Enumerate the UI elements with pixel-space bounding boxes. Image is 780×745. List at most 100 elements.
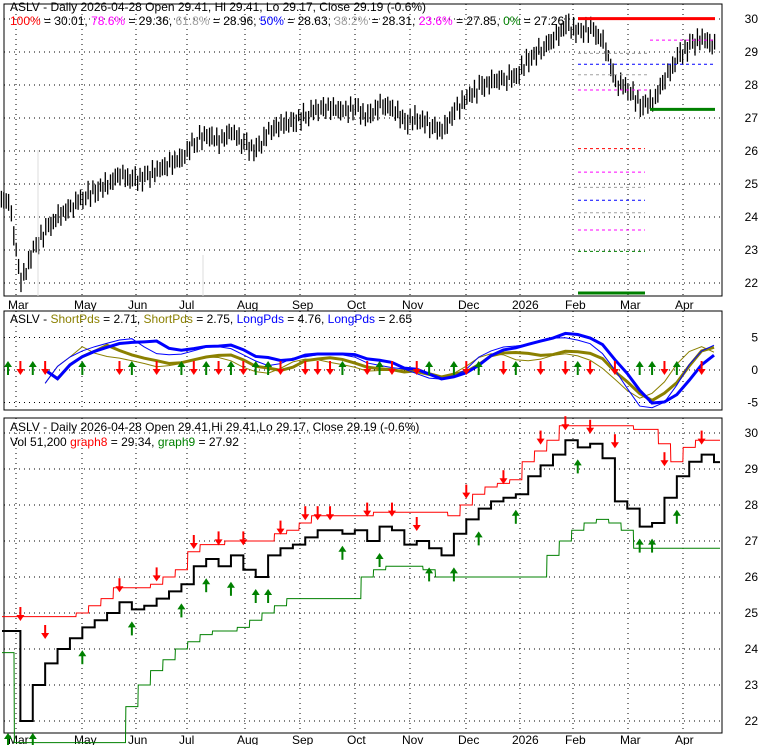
- sell-arrow-icon: [152, 369, 161, 375]
- buy-arrow-icon: [648, 538, 657, 545]
- sell-arrow-icon: [387, 369, 396, 375]
- sell-arrow-icon: [16, 615, 25, 621]
- sell-arrow-icon: [586, 427, 595, 434]
- sell-arrow-icon: [214, 369, 223, 375]
- sell-arrow-icon: [189, 369, 198, 375]
- axis-tick-label: 26: [745, 570, 759, 584]
- buy-arrow-icon: [474, 531, 483, 538]
- sell-arrow-icon: [41, 369, 50, 375]
- buy-arrow-icon: [127, 621, 136, 628]
- fib-label: 38.2%: [334, 14, 368, 28]
- buy-arrow-icon: [338, 545, 347, 552]
- buy-arrow-icon: [375, 553, 384, 559]
- buy-arrow-icon: [511, 361, 520, 367]
- sell-arrow-icon: [214, 539, 223, 546]
- trailing-stop-panel: 30 29 28 27 26 25 24 23 22 Mar May Jun Jul Aug Sep Oct N…: [2, 416, 758, 745]
- panel-frame: [3, 3, 723, 297]
- sell-arrow-icon: [239, 539, 248, 546]
- sell-arrow-icon: [326, 369, 335, 375]
- buy-arrow-icon: [474, 361, 483, 367]
- sell-arrow-icon: [41, 633, 50, 639]
- fib-value: = 29.36,: [125, 14, 175, 28]
- sell-arrow-icon: [660, 369, 669, 375]
- axis-tick-label: 29: [745, 462, 759, 476]
- month-label: Nov: [402, 733, 423, 745]
- indicator-label: LongPds: [237, 312, 284, 326]
- fib-value: = 28.96,: [210, 14, 260, 28]
- month-label: Mar: [620, 733, 641, 745]
- buy-arrow-icon: [177, 603, 186, 610]
- axis-tick-label: 5: [751, 331, 758, 345]
- month-label: Jun: [128, 733, 147, 745]
- close-step-line: [2, 439, 720, 722]
- sell-arrow-icon: [462, 492, 471, 499]
- sell-arrow-icon: [115, 586, 124, 593]
- buy-arrow-icon: [4, 733, 12, 739]
- axis-tick-label: 27: [745, 534, 759, 548]
- month-label: May: [74, 733, 97, 745]
- buy-arrow-icon: [28, 361, 37, 367]
- month-label: 2026: [512, 298, 539, 312]
- axis-tick-label: 25: [745, 177, 759, 191]
- buy-arrow-icon: [672, 361, 681, 367]
- buy-arrow-icon: [672, 509, 681, 516]
- buy-arrow-icon: [449, 567, 458, 574]
- month-label: Aug: [237, 298, 258, 312]
- indicator-label: LongPds: [328, 312, 375, 326]
- buy-arrow-icon: [202, 578, 211, 585]
- panel1-title: ASLV - Daily 2026-04-28 Open 29.41, Hi 2…: [10, 0, 426, 14]
- buy-arrow-icon: [264, 589, 273, 595]
- buy-arrow-icon: [338, 361, 347, 367]
- sell-arrow-icon: [276, 528, 285, 535]
- month-label: Oct: [347, 733, 366, 745]
- panel3-title: ASLV - Daily 2026-04-28 Open 29.41,Hi 29…: [10, 420, 419, 434]
- axis-tick-label: 24: [745, 642, 759, 656]
- fib-value: = 30.01,: [41, 14, 91, 28]
- buy-arrow-icon: [226, 361, 235, 367]
- month-label: Mar: [620, 298, 641, 312]
- sell-arrow-icon: [387, 510, 396, 517]
- month-label: Jul: [179, 298, 194, 312]
- legend-prefix: ASLV -: [10, 312, 50, 326]
- fib-label: 50%: [260, 14, 284, 28]
- panel-frame: [3, 310, 723, 411]
- sell-arrow-icon: [412, 369, 421, 375]
- sell-arrow-icon: [412, 525, 421, 531]
- fib-legend: 100% = 30.01, 78.6% = 29.36, 61.8% = 28.…: [10, 14, 564, 28]
- indicator-panel: 5 0 -5: [3, 310, 758, 411]
- month-label: Mar: [8, 298, 29, 312]
- fib-label: 23.6%: [419, 14, 453, 28]
- sell-arrow-icon: [697, 369, 706, 375]
- fib-label: 0%: [503, 14, 521, 28]
- graph8-line: [2, 425, 720, 618]
- month-label: Apr: [675, 733, 694, 745]
- buy-arrow-icon: [251, 589, 260, 595]
- month-label: 2026: [512, 733, 539, 745]
- indicator-legend: ASLV - ShortPds = 2.71, ShortPds = 2.75,…: [10, 312, 412, 326]
- buy-arrow-icon: [4, 361, 12, 367]
- month-label: Sep: [292, 733, 314, 745]
- buy-arrow-icon: [177, 361, 186, 367]
- sell-arrow-icon: [610, 442, 619, 449]
- sell-arrow-icon: [499, 369, 508, 375]
- axis-tick-label: 23: [745, 678, 759, 692]
- month-label: Aug: [237, 733, 258, 745]
- sell-arrow-icon: [326, 514, 335, 521]
- buy-arrow-icon: [425, 361, 434, 367]
- axis-tick-label: 24: [745, 210, 759, 224]
- buy-arrow-icon: [511, 509, 520, 516]
- buy-arrow-icon: [226, 581, 235, 588]
- sell-arrow-icon: [697, 438, 706, 445]
- sell-arrow-icon: [16, 369, 25, 375]
- buy-arrow-icon: [648, 361, 657, 367]
- buy-arrow-icon: [264, 361, 273, 367]
- buy-arrow-icon: [127, 361, 136, 367]
- sell-arrow-icon: [152, 575, 161, 582]
- sell-arrow-icon: [189, 543, 198, 549]
- fib-value: = 28.31,: [368, 14, 418, 28]
- indicator-value: = 2.65: [375, 312, 412, 326]
- sell-arrow-icon: [363, 369, 372, 375]
- panel3-legend: Vol 51,200 graph8 = 29.34, graph9 = 27.9…: [10, 435, 239, 449]
- fib-label: 100%: [10, 14, 41, 28]
- sell-arrow-icon: [536, 438, 545, 445]
